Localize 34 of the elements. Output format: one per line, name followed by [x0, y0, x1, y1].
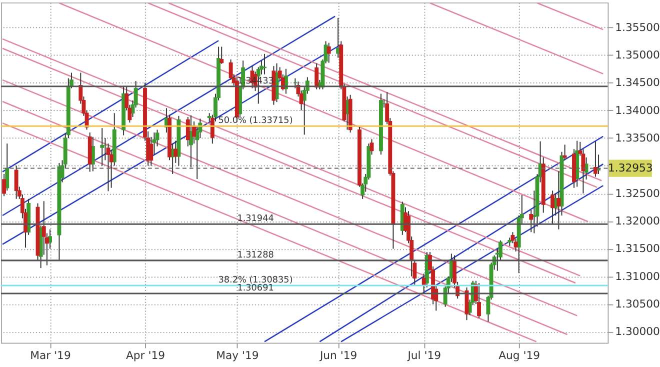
x-tick-label: Apr '19 — [126, 349, 166, 362]
candlestick — [14, 165, 18, 200]
y-tick-label: 1.31500 — [615, 242, 660, 256]
x-tick-label: Mar '19 — [30, 349, 71, 362]
y-tick-label: 1.35500 — [615, 20, 660, 34]
candlestick — [326, 42, 331, 64]
candlestick — [593, 140, 598, 178]
candlestick — [477, 282, 481, 318]
y-tick-label: 1.32500 — [615, 186, 660, 200]
ref-line-label: 1.30691 — [237, 284, 274, 294]
candlestick — [314, 62, 319, 90]
y-tick-label: 1.31000 — [615, 270, 660, 283]
y-tick-label: 1.35000 — [615, 48, 660, 62]
candlestick — [562, 144, 567, 161]
x-tick-label: Jul '19 — [406, 349, 442, 362]
x-tick-label: May '19 — [216, 349, 259, 362]
candlestick — [556, 170, 561, 230]
y-tick-label: 1.30000 — [615, 325, 660, 338]
x-tick-label: Aug '19 — [498, 349, 540, 362]
ref-line-label: 1.31944 — [237, 214, 274, 224]
candlestick — [100, 128, 104, 166]
y-tick-label: 1.33500 — [615, 131, 660, 144]
y-tick-label: 1.30500 — [615, 298, 660, 311]
x-tick-label: Jun '19 — [318, 349, 358, 362]
candlestick — [149, 136, 154, 166]
ref-line-label: 50.0% (1.33715) — [218, 116, 293, 126]
candlestick — [550, 190, 555, 224]
ref-line-label: 1.31288 — [237, 250, 274, 260]
candlestick — [174, 140, 178, 164]
candlestick — [220, 46, 224, 64]
y-tick-label: 1.34000 — [615, 104, 660, 117]
y-tick-label: 1.34500 — [615, 76, 660, 90]
y-tick-label: 1.32000 — [615, 214, 660, 228]
ref-line-label: 1.32953 — [608, 161, 653, 174]
